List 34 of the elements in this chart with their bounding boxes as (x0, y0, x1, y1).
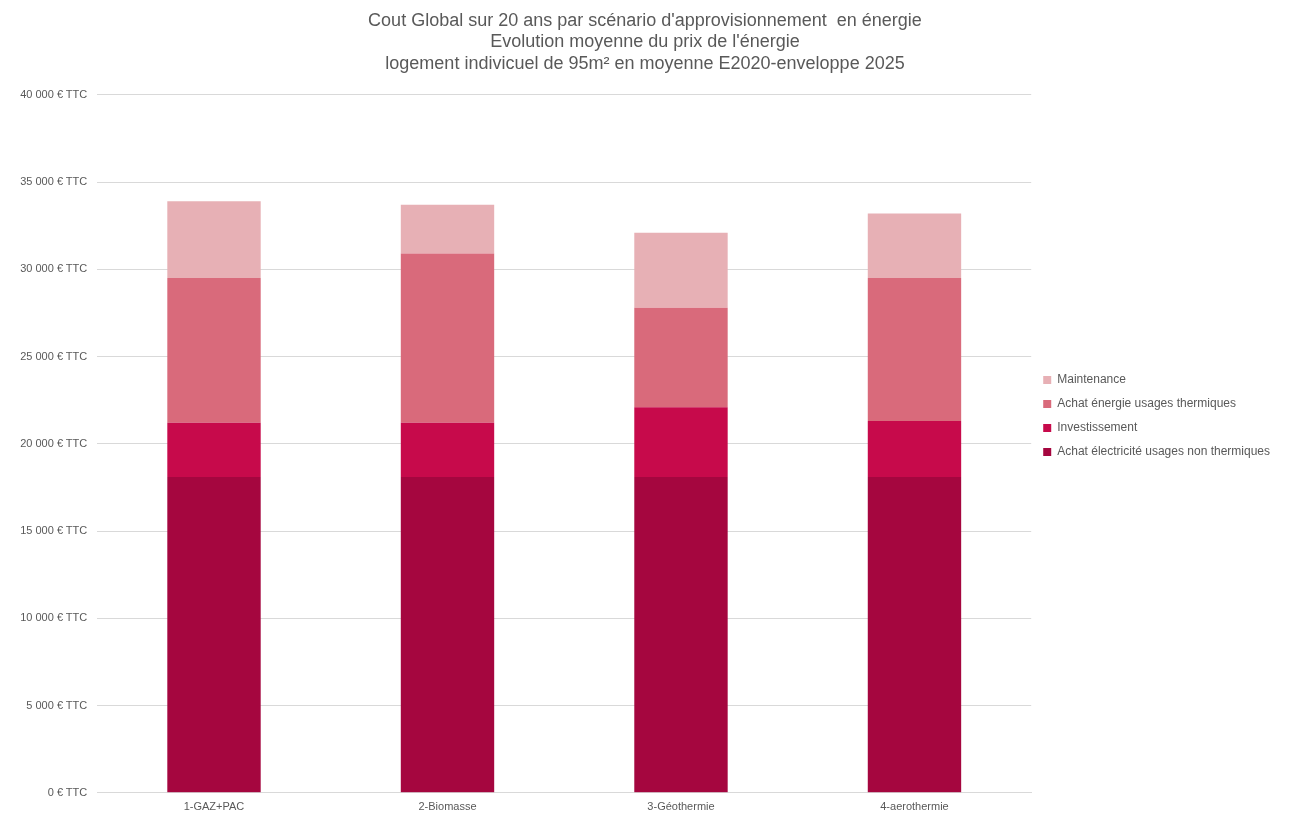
bar (167, 278, 261, 423)
y-tick-label: 25 000 € TTC (20, 349, 88, 362)
bar (400, 476, 495, 793)
bar (400, 422, 495, 477)
bar (634, 407, 728, 477)
bar (634, 307, 728, 408)
x-tick-label: 1-GAZ+PAC (183, 800, 245, 813)
x-tick-label: 2-Biomasse (418, 800, 477, 813)
y-tick-label: 35 000 € TTC (20, 175, 88, 188)
legend-label: Maintenance (1057, 372, 1127, 387)
y-tick-label: 10 000 € TTC (20, 611, 88, 624)
bar (634, 232, 728, 308)
legend-label: Achat énergie usages thermiques (1057, 396, 1236, 411)
y-tick-label: 20 000 € TTC (20, 436, 88, 449)
bar (167, 422, 261, 477)
x-tick-label: 4-aerothermie (880, 800, 949, 813)
y-tick-label: 15 000 € TTC (20, 524, 88, 537)
bar (867, 476, 962, 793)
bar (867, 278, 962, 422)
bar (867, 421, 962, 477)
bar (167, 201, 261, 279)
y-tick-label: 0 € TTC (47, 785, 88, 798)
y-tick-label: 5 000 € TTC (26, 698, 88, 711)
chart-title: Cout Global sur 20 ans par scénario d'approvisionnement en énergie Evolution moyenne du prix de l'énergie logement indivicuel de 95m² en moyenne E2020-enveloppe 2025 (368, 9, 922, 73)
bar (634, 476, 728, 793)
y-tick-label: 40 000 € TTC (20, 87, 88, 100)
legend-label: Investissement (1057, 420, 1138, 435)
bar (400, 253, 495, 423)
bar (867, 213, 962, 279)
y-tick-label: 30 000 € TTC (20, 262, 88, 275)
bar (400, 204, 495, 254)
legend-label: Achat électricité usages non thermiques (1057, 444, 1271, 459)
bar (167, 476, 261, 793)
x-tick-label: 3-Géothermie (647, 800, 715, 813)
